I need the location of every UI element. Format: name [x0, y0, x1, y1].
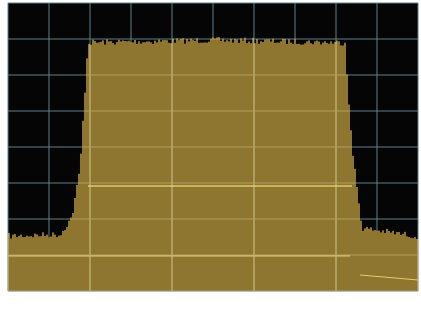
page: (() => { const NS = 'http://www.w3.org/2…	[0, 0, 421, 327]
spectrum-display	[0, 0, 421, 327]
